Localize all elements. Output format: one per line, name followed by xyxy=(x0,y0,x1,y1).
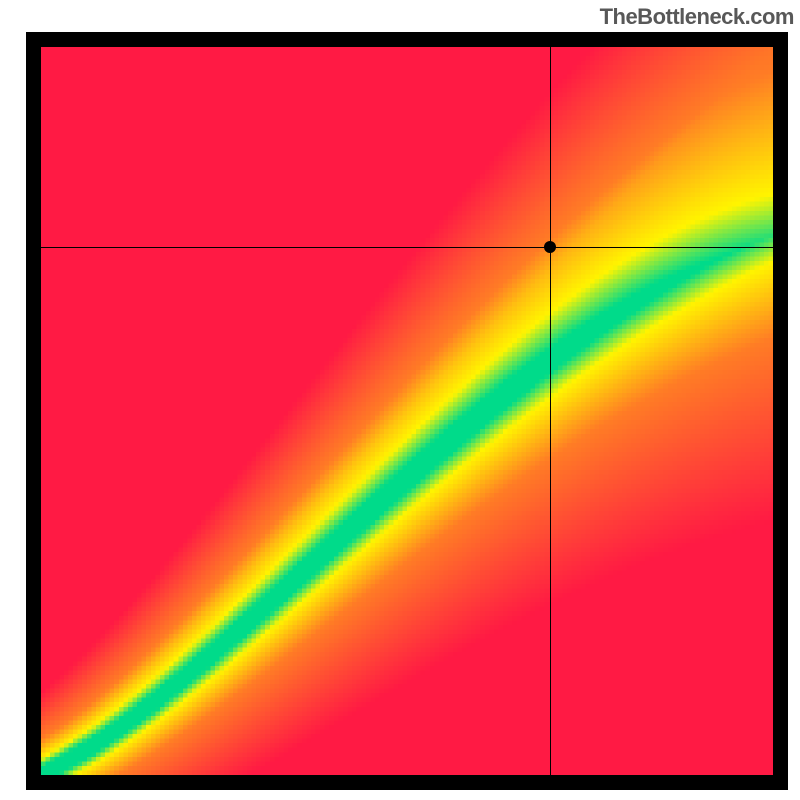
crosshair-marker xyxy=(544,241,556,253)
heatmap-canvas xyxy=(41,47,773,775)
plot-frame-bottom xyxy=(26,775,788,790)
plot-frame-right xyxy=(773,32,788,790)
plot-frame-top xyxy=(26,32,788,47)
heatmap-plot xyxy=(41,47,773,775)
crosshair-vertical xyxy=(550,47,551,775)
plot-frame-left xyxy=(26,32,41,790)
watermark-text: TheBottleneck.com xyxy=(600,4,794,30)
crosshair-horizontal xyxy=(41,247,773,248)
